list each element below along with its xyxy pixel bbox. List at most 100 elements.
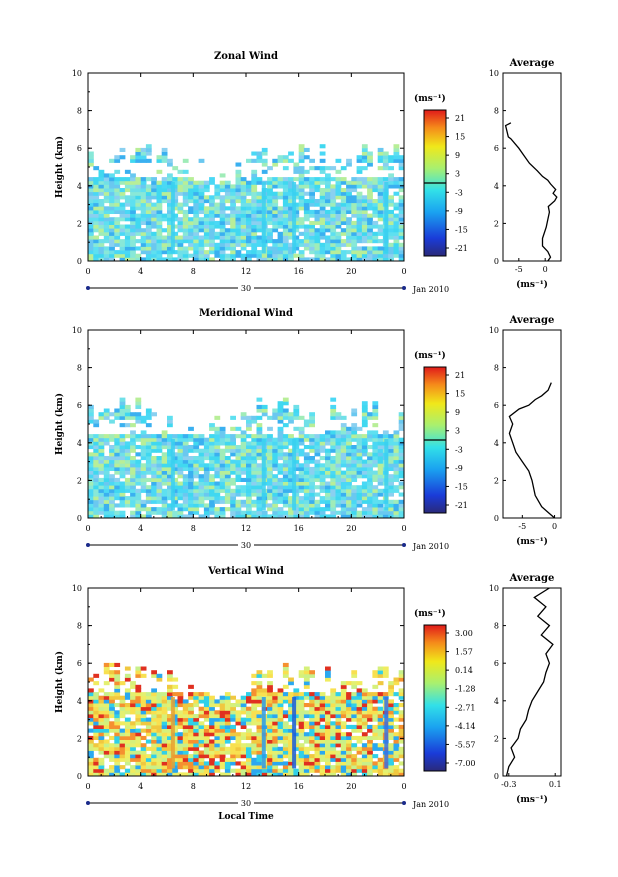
heatmap-cell bbox=[214, 231, 221, 236]
heatmap-cell bbox=[282, 253, 289, 258]
heatmap-cell bbox=[319, 481, 326, 486]
heatmap-cell bbox=[140, 499, 147, 504]
heatmap-cell bbox=[346, 470, 352, 475]
heatmap-cell bbox=[246, 188, 252, 193]
heatmap-cell bbox=[93, 728, 100, 733]
heatmap-cell bbox=[135, 437, 142, 442]
heatmap-cell bbox=[356, 456, 363, 461]
heatmap-cell bbox=[224, 703, 231, 708]
heatmap-cell bbox=[319, 151, 326, 156]
heatmap-cell bbox=[235, 735, 242, 740]
heatmap-cell bbox=[203, 768, 210, 773]
heatmap-cell bbox=[309, 699, 315, 704]
heatmap-cell bbox=[346, 714, 352, 719]
heatmap-cell bbox=[198, 195, 205, 200]
heatmap-cell bbox=[272, 750, 279, 755]
heatmap-cell bbox=[193, 456, 200, 461]
heatmap-cell bbox=[351, 184, 358, 189]
heatmap-cell bbox=[361, 466, 368, 471]
heatmap-cell bbox=[167, 750, 173, 755]
heatmap-cell bbox=[293, 485, 300, 490]
heatmap-cell bbox=[88, 434, 94, 439]
heatmap-cell bbox=[230, 703, 236, 708]
heatmap-cell bbox=[240, 213, 247, 218]
heatmap-cell bbox=[219, 474, 226, 479]
heatmap-cell bbox=[172, 706, 179, 711]
heatmap-cell bbox=[98, 191, 105, 196]
heatmap-cell bbox=[224, 217, 231, 222]
heatmap-cell bbox=[325, 228, 331, 233]
heatmap-cell bbox=[303, 445, 310, 450]
heatmap-cell bbox=[398, 703, 405, 708]
heatmap-cell bbox=[98, 173, 105, 178]
heatmap-cell bbox=[251, 169, 258, 174]
heatmap-cell bbox=[398, 466, 405, 471]
heatmap-cell bbox=[335, 499, 342, 504]
heatmap-cell bbox=[93, 253, 100, 258]
heatmap-cell bbox=[198, 761, 205, 766]
heatmap-cell bbox=[161, 191, 168, 196]
heatmap-cell bbox=[330, 441, 337, 446]
heatmap-cell bbox=[224, 445, 231, 450]
heatmap-cell bbox=[309, 717, 315, 722]
heatmap-cell bbox=[398, 677, 405, 682]
heatmap-cell bbox=[377, 728, 384, 733]
heatmap-cell bbox=[114, 188, 121, 193]
heatmap-cell bbox=[319, 768, 326, 773]
heatmap-cell bbox=[198, 699, 205, 704]
heatmap-cell bbox=[325, 213, 331, 218]
heatmap-cell bbox=[167, 250, 173, 255]
heatmap-cell bbox=[288, 184, 294, 189]
heatmap-cell bbox=[214, 739, 221, 744]
heatmap-cell bbox=[367, 250, 373, 255]
heatmap-cell bbox=[119, 456, 126, 461]
heatmap-cell bbox=[135, 717, 142, 722]
day-bar-start bbox=[86, 286, 90, 290]
heatmap-cell bbox=[356, 206, 363, 211]
heatmap-cell bbox=[246, 499, 252, 504]
heatmap-cell bbox=[346, 681, 352, 686]
heatmap-cell bbox=[151, 670, 157, 675]
heatmap-cell bbox=[267, 231, 273, 236]
heatmap-cell bbox=[156, 481, 163, 486]
heatmap-cell bbox=[356, 257, 363, 262]
heatmap-cell bbox=[88, 206, 94, 211]
heatmap-cell bbox=[145, 459, 152, 464]
heatmap-cell bbox=[335, 710, 342, 715]
heatmap-cell bbox=[188, 488, 194, 493]
heatmap-cell bbox=[282, 765, 289, 770]
heatmap-cell bbox=[167, 188, 173, 193]
heatmap-cell bbox=[230, 220, 236, 225]
heatmap-cell bbox=[340, 426, 347, 431]
heatmap-cell bbox=[377, 666, 384, 671]
heatmap-cell bbox=[130, 434, 136, 439]
heatmap-cell bbox=[109, 699, 115, 704]
heatmap-cell bbox=[114, 220, 121, 225]
heatmap-cell bbox=[230, 754, 236, 759]
heatmap-cell bbox=[298, 732, 305, 737]
heatmap-cell bbox=[98, 169, 105, 174]
heatmap-cell bbox=[145, 224, 152, 229]
heatmap-cell bbox=[319, 750, 326, 755]
heatmap-cell bbox=[182, 246, 189, 251]
heatmap-cell bbox=[167, 503, 173, 508]
heatmap-cell bbox=[182, 184, 189, 189]
heatmap-cell bbox=[372, 180, 379, 185]
heatmap-cell bbox=[182, 220, 189, 225]
heatmap-cell bbox=[282, 239, 289, 244]
heatmap-cell bbox=[140, 158, 147, 163]
heatmap-cell bbox=[319, 466, 326, 471]
heatmap-cell bbox=[188, 496, 194, 501]
heatmap-cell bbox=[182, 507, 189, 512]
heatmap-cell bbox=[314, 441, 321, 446]
heatmap-cell bbox=[298, 220, 305, 225]
heatmap-cell bbox=[398, 761, 405, 766]
heatmap-cell bbox=[135, 481, 142, 486]
heatmap-cell bbox=[388, 474, 394, 479]
heatmap-cell bbox=[325, 257, 331, 262]
heatmap-cell bbox=[109, 412, 115, 417]
heatmap-cell bbox=[282, 474, 289, 479]
heatmap-cell bbox=[282, 666, 289, 671]
heatmap-cell bbox=[235, 507, 242, 512]
